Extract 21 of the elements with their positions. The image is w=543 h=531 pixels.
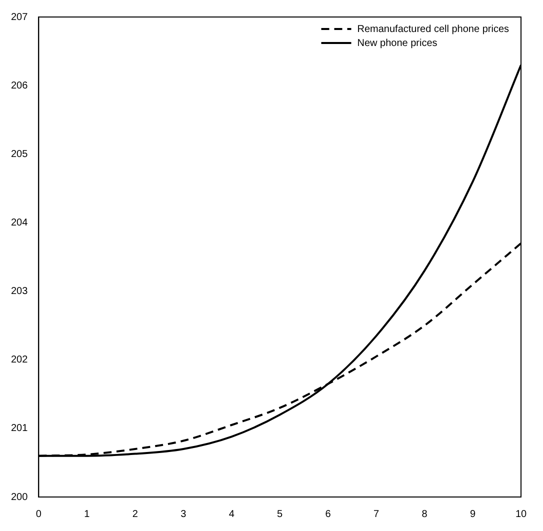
y-tick-label: 204	[10, 217, 28, 228]
x-tick-label: 9	[470, 508, 476, 520]
y-tick-label: 200	[10, 492, 28, 503]
x-tick-label: 6	[325, 508, 332, 520]
x-tick-label: 8	[422, 508, 428, 520]
x-tick-label: 3	[180, 508, 187, 520]
legend-label: Remanufactured cell phone prices	[357, 24, 510, 35]
x-tick-label: 1	[84, 508, 90, 520]
y-tick-label: 202	[10, 354, 28, 366]
y-tick-label: 207	[10, 12, 28, 23]
x-tick-label: 0	[36, 508, 42, 520]
legend-label: New phone prices	[357, 38, 438, 49]
y-tick-label: 206	[10, 80, 28, 92]
y-tick-label: 203	[10, 286, 28, 298]
x-tick-label: 5	[277, 508, 284, 520]
y-tick-label: 201	[10, 423, 28, 434]
y-tick-label: 205	[10, 148, 28, 160]
x-tick-label: 4	[228, 508, 235, 520]
x-tick-label: 2	[132, 508, 138, 520]
x-tick-label: 10	[515, 508, 527, 520]
x-tick-label: 7	[374, 508, 380, 520]
